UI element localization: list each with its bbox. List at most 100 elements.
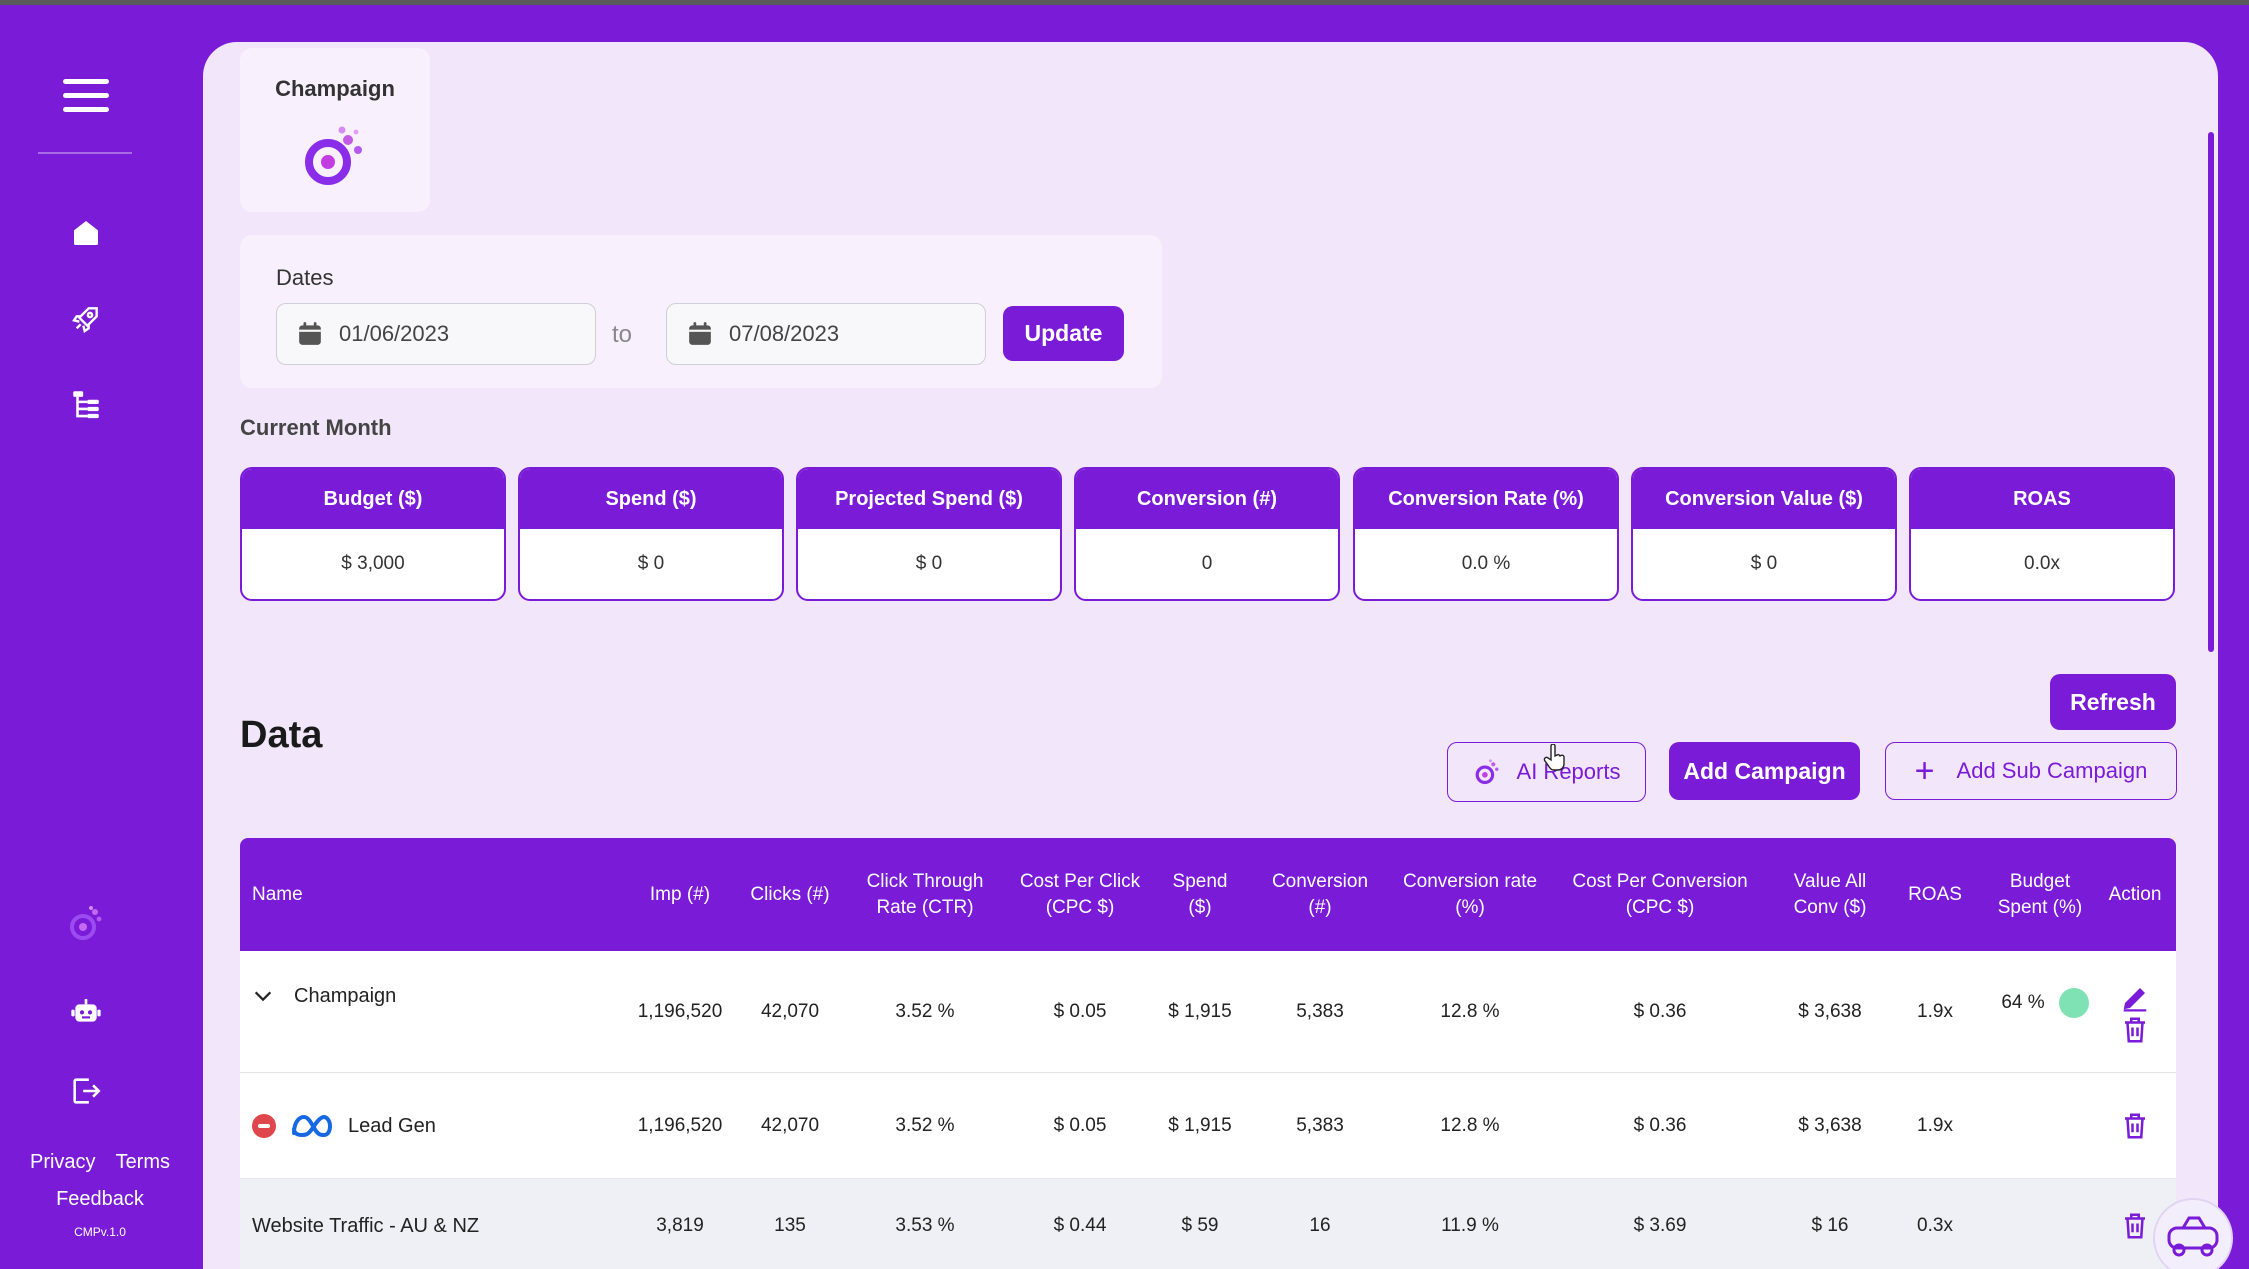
- hamburger-menu-icon[interactable]: [58, 67, 114, 123]
- remove-icon[interactable]: [252, 1114, 276, 1138]
- cell-cost-per-conversion: $ 0.36: [1633, 1115, 1687, 1136]
- metric-card-budget: Budget ($) $ 3,000: [240, 467, 506, 601]
- column-header-roas[interactable]: ROAS: [1908, 883, 1962, 905]
- trash-icon[interactable]: [2120, 1015, 2150, 1045]
- cell-spend: $ 1,915: [1168, 1001, 1232, 1022]
- meta-logo-icon: [292, 1114, 333, 1138]
- logout-icon[interactable]: [58, 1063, 114, 1119]
- scrollbar[interactable]: [2208, 132, 2214, 652]
- brand-logo-icon: [1475, 759, 1499, 785]
- cell-spend: $ 59: [1181, 1215, 1219, 1236]
- hand-cursor-icon: [1543, 744, 1565, 771]
- row-name: Website Traffic - AU & NZ: [252, 1214, 480, 1237]
- update-button[interactable]: Update: [1003, 306, 1124, 361]
- robot-icon[interactable]: [58, 983, 114, 1039]
- end-date-input[interactable]: 07/08/2023: [666, 303, 986, 365]
- column-header-imp[interactable]: Imp (#): [649, 883, 711, 905]
- cell-imp: 3,819: [656, 1215, 704, 1236]
- ai-reports-label: AI Reports: [1516, 759, 1621, 784]
- edit-icon[interactable]: [2120, 983, 2150, 1013]
- column-header-value-all-conv[interactable]: Value All Conv ($): [1793, 870, 1867, 918]
- budget-spent-value: 64 %: [2001, 992, 2045, 1013]
- cell-value-all-conv: $ 3,638: [1798, 1001, 1862, 1022]
- home-icon[interactable]: [58, 205, 114, 261]
- brand-logo-icon[interactable]: [58, 895, 114, 951]
- ai-reports-button[interactable]: AI Reports: [1447, 742, 1646, 802]
- row-name: Champaign: [294, 984, 397, 1007]
- metric-label: ROAS: [1911, 469, 2173, 529]
- window-top-border: [0, 0, 2249, 5]
- cell-imp: 1,196,520: [637, 1001, 723, 1022]
- column-header-spend[interactable]: Spend ($): [1172, 870, 1228, 918]
- robot-car-icon: [2167, 1216, 2219, 1257]
- cell-conversion: 5,383: [1296, 1115, 1344, 1136]
- main-panel: Champaign Dates 01/06/2023 to 07/08/2023…: [203, 42, 2218, 1269]
- column-header-action: Action: [2108, 883, 2162, 905]
- privacy-link[interactable]: Privacy: [29, 1151, 96, 1173]
- cell-conversion: 16: [1309, 1215, 1331, 1236]
- start-date-value: 01/06/2023: [339, 321, 450, 346]
- metric-label: Projected Spend ($): [798, 469, 1060, 529]
- cell-conversion-rate: 11.9 %: [1441, 1215, 1499, 1236]
- cell-clicks: 42,070: [760, 1001, 820, 1022]
- table-row[interactable]: Champaign 1,196,520 42,070 3.52 % $ 0.05…: [240, 951, 2176, 1073]
- trash-icon[interactable]: [2120, 1211, 2150, 1241]
- rocket-icon[interactable]: [58, 291, 114, 347]
- current-month-label: Current Month: [240, 415, 392, 440]
- cell-cpc: $ 0.44: [1053, 1215, 1107, 1236]
- calendar-icon: [299, 322, 321, 345]
- add-sub-campaign-label: Add Sub Campaign: [1956, 758, 2148, 783]
- refresh-button[interactable]: Refresh: [2050, 674, 2176, 730]
- cell-value-all-conv: $ 16: [1811, 1215, 1849, 1236]
- cell-roas: 1.9x: [1917, 1115, 1953, 1136]
- start-date-input[interactable]: 01/06/2023: [276, 303, 596, 365]
- metric-value: 0.0 %: [1461, 553, 1511, 574]
- chevron-down-icon[interactable]: [252, 985, 274, 1007]
- row-name: Lead Gen: [348, 1114, 436, 1137]
- metric-value: 0: [1201, 553, 1213, 574]
- calendar-icon: [689, 322, 711, 345]
- cell-conversion-rate: 12.8 %: [1440, 1001, 1500, 1022]
- add-campaign-button[interactable]: Add Campaign: [1669, 742, 1860, 800]
- table-header: Name Imp (#) Clicks (#) Click Through Ra…: [240, 838, 2176, 951]
- column-header-conversion-rate[interactable]: Conversion rate (%): [1402, 870, 1538, 918]
- add-sub-campaign-button[interactable]: + Add Sub Campaign: [1885, 742, 2177, 800]
- dates-label: Dates: [276, 265, 334, 290]
- column-header-clicks[interactable]: Clicks (#): [750, 883, 830, 905]
- table-row[interactable]: Lead Gen 1,196,520 42,070 3.52 % $ 0.05 …: [240, 1073, 2176, 1179]
- cell-cpc: $ 0.05: [1053, 1001, 1107, 1022]
- name-cell: Website Traffic - AU & NZ: [252, 1210, 612, 1242]
- cell-cpc: $ 0.05: [1053, 1115, 1107, 1136]
- version-label: CMPv.1.0: [74, 1225, 126, 1239]
- tree-structure-icon[interactable]: [58, 376, 114, 432]
- cell-roas: 1.9x: [1917, 1001, 1953, 1022]
- end-date-value: 07/08/2023: [729, 321, 840, 346]
- column-header-name[interactable]: Name: [252, 883, 303, 905]
- metric-value: $ 0: [637, 553, 665, 574]
- name-cell: Champaign: [252, 981, 592, 1011]
- sidebar: Privacy Terms Feedback CMPv.1.0: [0, 5, 200, 1269]
- column-header-conversion[interactable]: Conversion (#): [1271, 870, 1369, 918]
- campaign-header-card: Champaign: [240, 48, 430, 212]
- metric-card-projected-spend: Projected Spend ($) $ 0: [796, 467, 1062, 601]
- cell-cost-per-conversion: $ 0.36: [1633, 1001, 1687, 1022]
- terms-link[interactable]: Terms: [115, 1151, 171, 1173]
- metric-label: Spend ($): [520, 469, 782, 529]
- column-header-ctr[interactable]: Click Through Rate (CTR): [866, 870, 984, 918]
- metric-label: Conversion Value ($): [1633, 469, 1895, 529]
- sidebar-divider: [38, 152, 132, 154]
- cell-ctr: 3.53 %: [895, 1215, 955, 1236]
- metric-label: Budget ($): [242, 469, 504, 529]
- table-row[interactable]: Website Traffic - AU & NZ 3,819 135 3.53…: [240, 1179, 2176, 1269]
- column-header-cost-per-conversion[interactable]: Cost Per Conversion (CPC $): [1572, 870, 1748, 918]
- chatbot-launcher-button[interactable]: [2153, 1198, 2233, 1269]
- trash-icon[interactable]: [2120, 1111, 2150, 1141]
- cell-value-all-conv: $ 3,638: [1798, 1115, 1862, 1136]
- cell-conversion: 5,383: [1296, 1001, 1344, 1022]
- column-header-cpc[interactable]: Cost Per Click (CPC $): [1019, 870, 1141, 918]
- plus-icon: +: [1914, 752, 1935, 790]
- column-header-budget-spent[interactable]: Budget Spent (%): [1997, 870, 2083, 918]
- cell-clicks: 135: [774, 1215, 806, 1236]
- feedback-link[interactable]: Feedback: [56, 1188, 144, 1210]
- footer-links: Privacy Terms: [0, 1151, 200, 1174]
